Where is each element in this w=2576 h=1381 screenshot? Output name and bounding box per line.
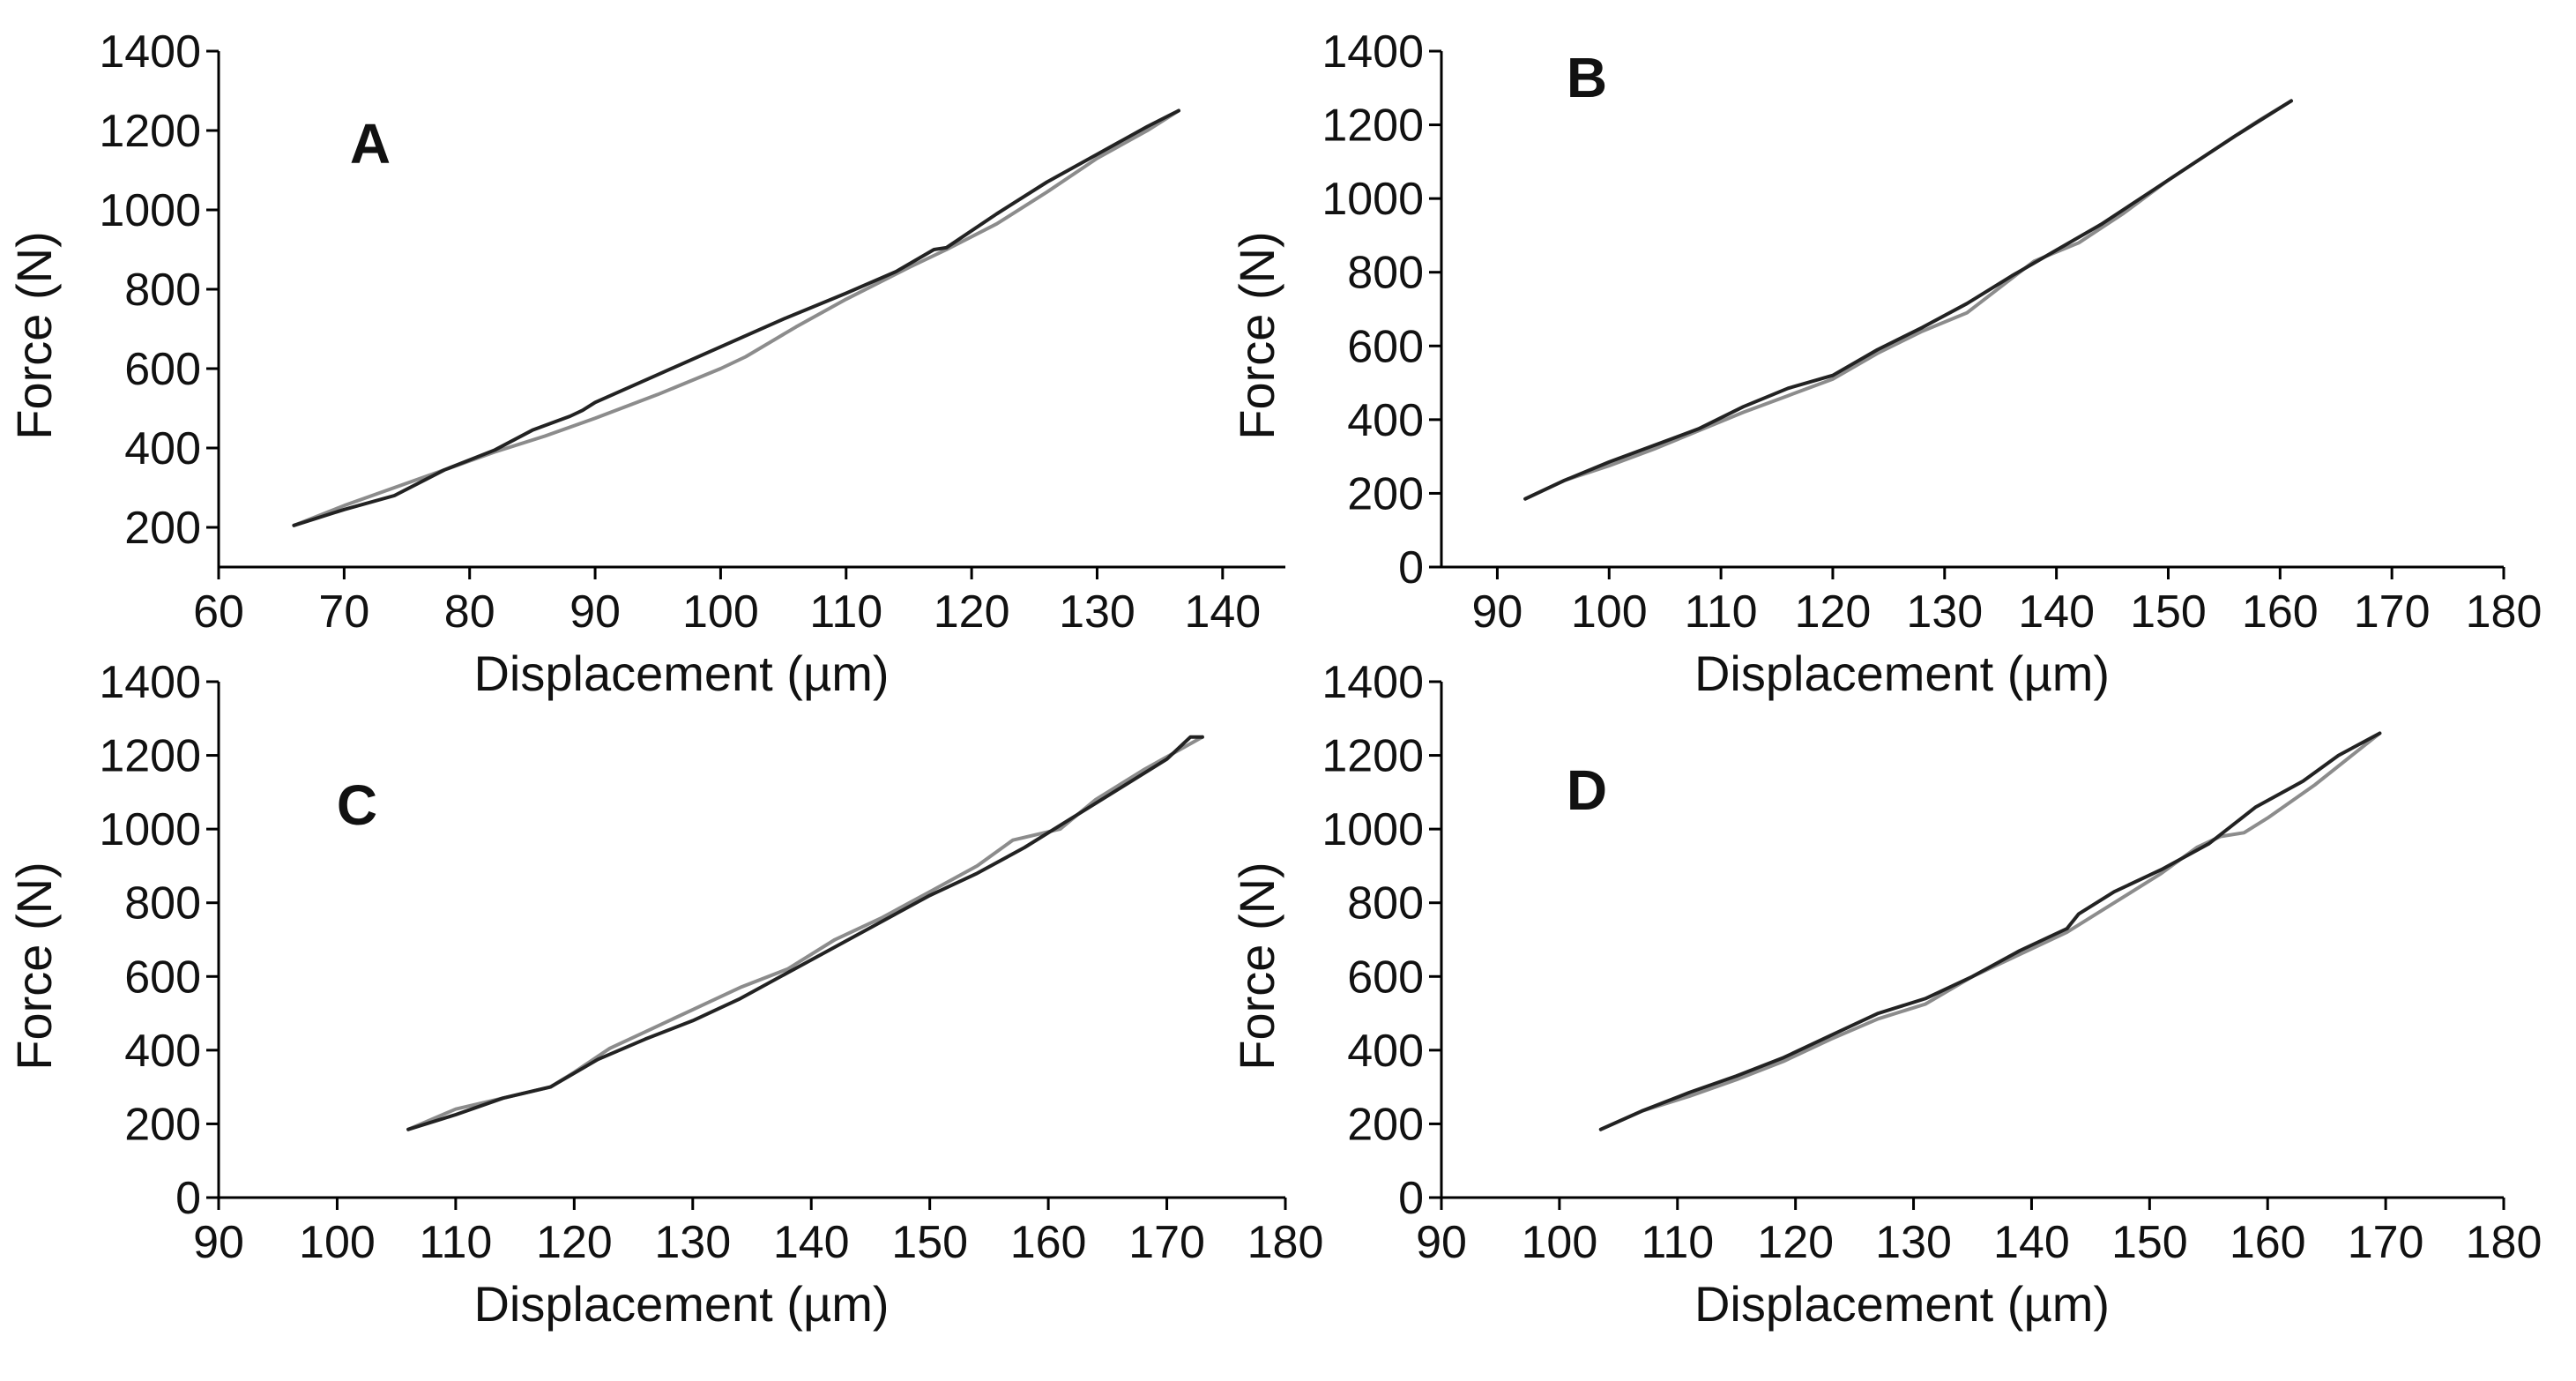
y-tick-label: 200 [124, 503, 201, 554]
x-tick-label: 130 [654, 1217, 731, 1268]
series-line-loading [292, 108, 1180, 527]
x-tick-label: 100 [299, 1217, 376, 1268]
x-tick-label: 110 [1685, 586, 1758, 638]
panel-label: D [1567, 758, 1607, 822]
y-tick-label: 400 [1347, 1026, 1424, 1077]
x-tick-label: 60 [193, 586, 244, 638]
y-tick-label: 1400 [1322, 26, 1424, 78]
x-tick-label: 130 [1906, 586, 1983, 638]
x-tick-label: 120 [934, 586, 1010, 638]
x-tick-label: 140 [2018, 586, 2095, 638]
x-tick-label: 140 [1993, 1217, 2070, 1268]
chart-panel-b: 90 100 110 120 130 140 150 160 170 180 0 200 400 600 8… [1229, 26, 2542, 701]
chart-panel-c: 90 100 110 120 130 140 150 160 170 180 0 200 400 600 8… [6, 657, 1323, 1332]
y-tick-label: 1200 [99, 731, 201, 782]
x-axis-title: Displacement (µm) [1694, 1276, 2110, 1332]
y-tick-label: 1200 [1322, 731, 1424, 782]
panel-label: B [1567, 46, 1607, 109]
series-line-unloading [292, 108, 1180, 527]
x-tick-label: 70 [318, 586, 369, 638]
y-tick-label: 200 [1347, 468, 1424, 519]
x-tick-label: 170 [2348, 1217, 2424, 1268]
y-tick-label: 1400 [99, 26, 201, 78]
x-tick-label: 110 [1641, 1217, 1714, 1268]
x-axis-title: Displacement (µm) [473, 1276, 889, 1332]
x-tick-label: 160 [1010, 1217, 1087, 1268]
x-tick-label: 100 [682, 586, 759, 638]
x-tick-label: 170 [2354, 586, 2431, 638]
y-tick-label: 1200 [99, 106, 201, 157]
y-tick-label: 1000 [1322, 804, 1424, 855]
panel-label: C [337, 773, 377, 837]
series-line-unloading [1598, 731, 2382, 1131]
y-tick-label: 1200 [1322, 101, 1424, 152]
chart-panel-a: 60 70 80 90 100 110 120 130 140 200 400 600 800 1000 1… [6, 26, 1285, 701]
series-line-loading [1523, 99, 2293, 501]
x-tick-label: 130 [1059, 586, 1135, 638]
x-tick-label: 180 [2466, 586, 2542, 638]
y-tick-label: 1000 [99, 804, 201, 855]
y-tick-label: 0 [175, 1173, 201, 1224]
y-tick-label: 800 [1347, 878, 1424, 929]
x-tick-label: 90 [1471, 586, 1523, 638]
series-line-unloading [406, 735, 1204, 1131]
y-tick-label: 400 [1347, 395, 1424, 446]
y-tick-label: 1400 [99, 657, 201, 708]
series-line-unloading [1523, 99, 2293, 501]
panel-label: A [350, 112, 391, 175]
y-tick-label: 600 [1347, 321, 1424, 372]
y-axis-title: Force (N) [6, 862, 62, 1070]
x-tick-label: 180 [2466, 1217, 2542, 1268]
y-tick-label: 400 [124, 1026, 201, 1077]
x-tick-label: 140 [1184, 586, 1261, 638]
y-axis-title: Force (N) [1229, 231, 1284, 439]
x-tick-label: 120 [1757, 1217, 1834, 1268]
y-tick-label: 600 [1347, 952, 1424, 1003]
x-tick-label: 150 [2111, 1217, 2188, 1268]
y-tick-label: 200 [1347, 1099, 1424, 1150]
y-tick-label: 1000 [1322, 174, 1424, 225]
y-axis-title: Force (N) [6, 231, 62, 439]
x-tick-label: 90 [1416, 1217, 1467, 1268]
y-tick-label: 800 [1347, 248, 1424, 299]
series-line-loading [1598, 731, 2382, 1131]
x-tick-label: 90 [570, 586, 621, 638]
x-tick-label: 150 [2130, 586, 2207, 638]
x-tick-label: 130 [1875, 1217, 1952, 1268]
x-tick-label: 100 [1571, 586, 1648, 638]
x-axis-title: Displacement (µm) [1694, 646, 2110, 701]
y-tick-label: 200 [124, 1099, 201, 1150]
x-tick-label: 140 [773, 1217, 850, 1268]
y-tick-label: 600 [124, 344, 201, 395]
y-tick-label: 0 [1398, 1173, 1424, 1224]
x-tick-label: 110 [419, 1217, 492, 1268]
series-line-loading [406, 735, 1204, 1131]
x-tick-label: 90 [193, 1217, 244, 1268]
x-tick-label: 160 [2230, 1217, 2306, 1268]
y-tick-label: 1000 [99, 185, 201, 236]
x-axis-title: Displacement (µm) [473, 646, 889, 701]
y-axis-title: Force (N) [1229, 862, 1284, 1070]
y-tick-label: 400 [124, 423, 201, 474]
x-tick-label: 110 [809, 586, 882, 638]
chart-panel-d: 90 100 110 120 130 140 150 160 170 180 0 200 400 600 8… [1229, 657, 2542, 1332]
x-tick-label: 120 [1795, 586, 1872, 638]
y-tick-label: 800 [124, 265, 201, 316]
x-tick-label: 170 [1128, 1217, 1205, 1268]
x-tick-label: 160 [2242, 586, 2319, 638]
y-tick-label: 0 [1398, 542, 1424, 593]
y-tick-label: 1400 [1322, 657, 1424, 708]
x-tick-label: 180 [1247, 1217, 1324, 1268]
x-tick-label: 80 [444, 586, 495, 638]
x-tick-label: 120 [536, 1217, 613, 1268]
x-tick-label: 100 [1522, 1217, 1598, 1268]
x-tick-label: 150 [891, 1217, 968, 1268]
y-tick-label: 600 [124, 952, 201, 1003]
y-tick-label: 800 [124, 878, 201, 929]
